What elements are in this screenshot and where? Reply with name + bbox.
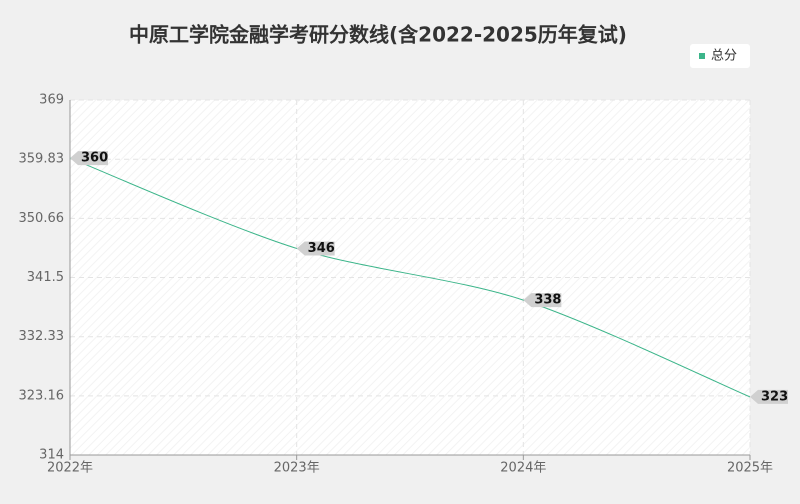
data-label: 323: [761, 389, 788, 404]
y-tick-label: 323.16: [19, 388, 65, 403]
y-tick-label: 369: [39, 93, 64, 108]
plot-area: [70, 100, 750, 455]
data-label-box: [523, 293, 562, 308]
y-tick-label: 332.33: [19, 329, 65, 344]
data-label: 338: [534, 293, 561, 308]
x-tick-label: 2025年: [727, 461, 773, 476]
legend-box: [690, 44, 750, 68]
data-label: 346: [308, 241, 335, 256]
y-tick-label: 359.83: [19, 152, 65, 167]
legend-swatch: [699, 53, 705, 59]
y-tick-label: 314: [39, 448, 64, 463]
x-tick-label: 2022年: [47, 461, 93, 476]
series-line: [69, 157, 751, 398]
x-tick-label: 2024年: [500, 461, 546, 476]
data-label-box: [750, 389, 788, 404]
data-label-box: [70, 151, 108, 166]
y-tick-label: 350.66: [19, 211, 65, 226]
data-label-box: [296, 241, 335, 256]
data-label: 360: [81, 151, 108, 166]
x-tick-label: 2023年: [274, 461, 320, 476]
y-tick-label: 341.5: [27, 270, 64, 285]
chart-title: 中原工学院金融学考研分数线(含2022-2025历年复试): [129, 23, 627, 47]
legend-label: 总分: [711, 49, 737, 64]
